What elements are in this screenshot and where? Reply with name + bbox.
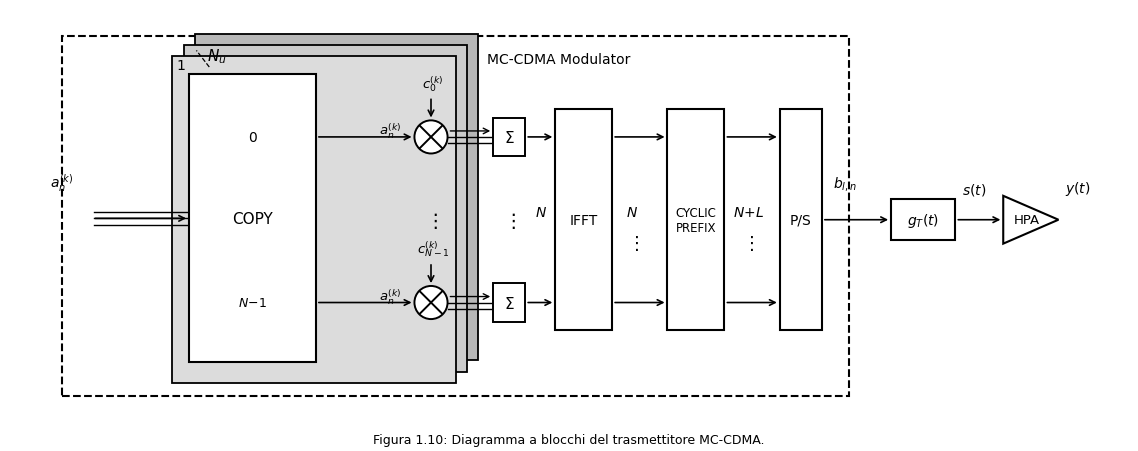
Text: $N\!-\!1$: $N\!-\!1$ bbox=[238, 296, 267, 309]
Text: $\vdots$: $\vdots$ bbox=[742, 234, 754, 253]
Bar bbox=[780, 110, 822, 331]
Text: $\vdots$: $\vdots$ bbox=[424, 210, 437, 230]
Text: $N$: $N$ bbox=[627, 206, 638, 220]
Text: CYCLIC
PREFIX: CYCLIC PREFIX bbox=[676, 206, 717, 234]
Text: $b_{l,n}$: $b_{l,n}$ bbox=[833, 175, 857, 193]
Polygon shape bbox=[1004, 196, 1058, 244]
Text: $c_0^{(k)}$: $c_0^{(k)}$ bbox=[422, 74, 444, 93]
Text: $c_{N-1}^{(k)}$: $c_{N-1}^{(k)}$ bbox=[417, 239, 450, 259]
Bar bbox=[493, 284, 526, 322]
Text: $s(t)$: $s(t)$ bbox=[962, 181, 987, 197]
Bar bbox=[63, 37, 849, 396]
Text: HPA: HPA bbox=[1013, 214, 1039, 227]
Bar bbox=[173, 57, 456, 383]
Text: $a_n^{(k)}$: $a_n^{(k)}$ bbox=[379, 121, 402, 141]
Text: $\Sigma$: $\Sigma$ bbox=[504, 129, 514, 146]
Bar bbox=[668, 110, 725, 331]
Text: $\Sigma$: $\Sigma$ bbox=[504, 295, 514, 311]
Circle shape bbox=[414, 121, 447, 154]
Bar bbox=[555, 110, 612, 331]
Text: $a_n^{(k)}$: $a_n^{(k)}$ bbox=[50, 171, 74, 193]
Text: 1: 1 bbox=[176, 59, 185, 73]
Bar bbox=[195, 35, 478, 361]
Text: Figura 1.10: Diagramma a blocchi del trasmettitore MC-CDMA.: Figura 1.10: Diagramma a blocchi del tra… bbox=[373, 433, 765, 446]
Text: $N_u$: $N_u$ bbox=[207, 48, 228, 66]
Text: COPY: COPY bbox=[232, 212, 273, 226]
Circle shape bbox=[414, 286, 447, 319]
Text: 0: 0 bbox=[248, 131, 257, 145]
Text: P/S: P/S bbox=[790, 213, 811, 227]
Text: $N$: $N$ bbox=[535, 206, 547, 220]
Text: $g_T(t)$: $g_T(t)$ bbox=[907, 211, 939, 229]
Text: IFFT: IFFT bbox=[570, 213, 597, 227]
Bar bbox=[493, 118, 526, 157]
Text: $y(t)$: $y(t)$ bbox=[1065, 179, 1090, 197]
Bar bbox=[183, 46, 467, 372]
Bar bbox=[189, 75, 316, 363]
Bar bbox=[891, 200, 956, 240]
Text: $\vdots$: $\vdots$ bbox=[627, 234, 638, 253]
Text: $N\!+\!L$: $N\!+\!L$ bbox=[733, 206, 765, 220]
Text: MC-CDMA Modulator: MC-CDMA Modulator bbox=[487, 53, 630, 67]
Text: $a_n^{(k)}$: $a_n^{(k)}$ bbox=[379, 287, 402, 306]
Text: $\vdots$: $\vdots$ bbox=[503, 210, 516, 230]
